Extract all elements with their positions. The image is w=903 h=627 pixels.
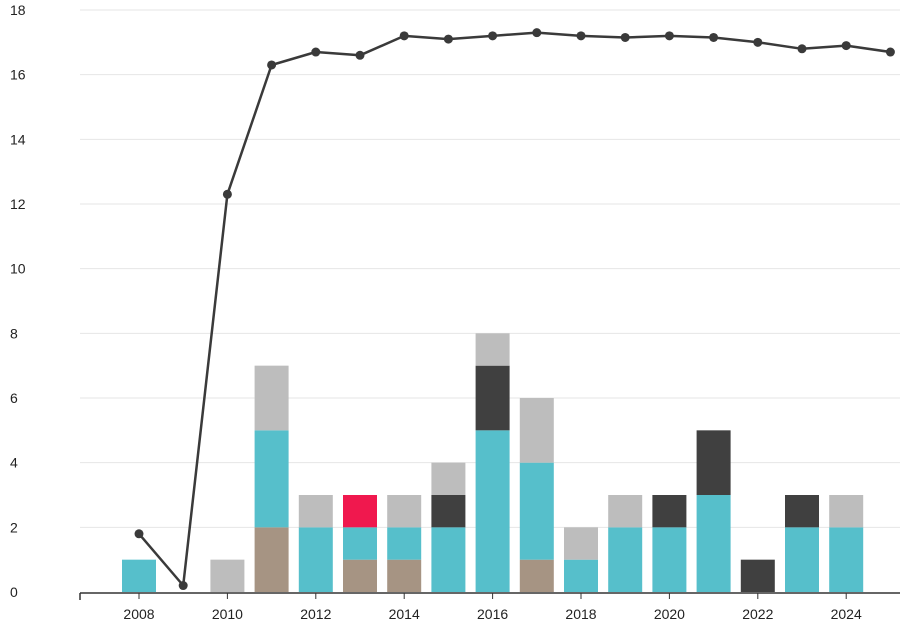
- line-point: [178, 581, 188, 591]
- y-tick-label: 4: [10, 455, 18, 471]
- bar-segment: [254, 430, 289, 528]
- x-tick-label: 2024: [831, 606, 862, 622]
- x-axis-tick-labels: 2008 2010 2012 2014 2016 2018 2020 2022 2024: [123, 606, 862, 622]
- line-point: [797, 44, 807, 54]
- bar-segment: [564, 559, 598, 592]
- gridlines: [80, 9, 900, 528]
- bar-segment: [387, 527, 422, 560]
- stacked-bars: [122, 333, 864, 592]
- line-point: [222, 189, 232, 199]
- y-tick-label: 12: [10, 196, 26, 212]
- line-point: [709, 32, 719, 42]
- y-tick-label: 2: [10, 519, 18, 535]
- bar-segment: [829, 527, 864, 592]
- bar-segment: [298, 527, 333, 592]
- bar-segment: [475, 333, 510, 366]
- bar-segment: [564, 527, 598, 560]
- bar-segment: [475, 365, 510, 431]
- line-point: [355, 50, 365, 60]
- line-point: [664, 31, 674, 41]
- line-point: [488, 31, 498, 41]
- bar-segment: [829, 495, 864, 528]
- y-tick-label: 16: [10, 67, 26, 83]
- y-tick-label: 8: [10, 325, 18, 341]
- bar-segment: [298, 495, 333, 528]
- line-point: [841, 41, 851, 51]
- bar-segment: [785, 495, 819, 528]
- series-line: [138, 31, 891, 587]
- line-point: [399, 31, 409, 41]
- line-point: [576, 31, 586, 41]
- x-tick-label: 2018: [565, 606, 596, 622]
- bar-segment: [431, 495, 466, 528]
- line-point: [753, 37, 763, 47]
- bar-segment: [254, 365, 289, 431]
- bar-segment: [519, 559, 554, 592]
- x-axis: [79, 592, 900, 600]
- bar-segment: [343, 495, 377, 528]
- y-axis-tick-labels: 0 2 4 6 8 10 12 14 16 18: [10, 2, 26, 600]
- y-tick-label: 18: [10, 2, 26, 18]
- line-point: [532, 28, 542, 38]
- bar-segment: [387, 495, 422, 528]
- bar-segment: [608, 495, 643, 528]
- line-point: [311, 47, 321, 57]
- x-tick-label: 2010: [212, 606, 243, 622]
- bar-segment: [431, 462, 466, 495]
- x-tick-label: 2014: [389, 606, 420, 622]
- bar-segment: [785, 527, 819, 592]
- bar-segment: [740, 559, 775, 592]
- bar-segment: [254, 527, 289, 592]
- bar-segment: [431, 527, 466, 592]
- y-tick-label: 0: [10, 584, 18, 600]
- bar-segment: [608, 527, 643, 592]
- bar-segment: [122, 559, 156, 592]
- bar-segment: [652, 527, 687, 592]
- bar-segment: [475, 430, 510, 592]
- y-tick-label: 10: [10, 261, 26, 277]
- line-point: [443, 34, 453, 44]
- line-series: [134, 28, 895, 591]
- bar-segment: [210, 559, 245, 592]
- line-point: [134, 529, 144, 539]
- bar-segment: [343, 559, 377, 592]
- bar-segment: [696, 495, 731, 592]
- x-tick-label: 2022: [742, 606, 773, 622]
- bar-segment: [519, 462, 554, 560]
- bar-segment: [696, 430, 731, 495]
- line-point: [267, 60, 277, 70]
- bar-segment: [652, 495, 687, 528]
- x-tick-label: 2008: [123, 606, 154, 622]
- y-tick-label: 6: [10, 390, 18, 406]
- x-tick-label: 2016: [477, 606, 508, 622]
- y-tick-label: 14: [10, 131, 26, 147]
- x-tick-label: 2020: [654, 606, 685, 622]
- bar-segment: [387, 559, 422, 592]
- line-point: [620, 32, 630, 42]
- x-tick-label: 2012: [300, 606, 331, 622]
- bar-segment: [343, 527, 377, 560]
- line-point: [885, 47, 895, 57]
- bar-segment: [519, 398, 554, 463]
